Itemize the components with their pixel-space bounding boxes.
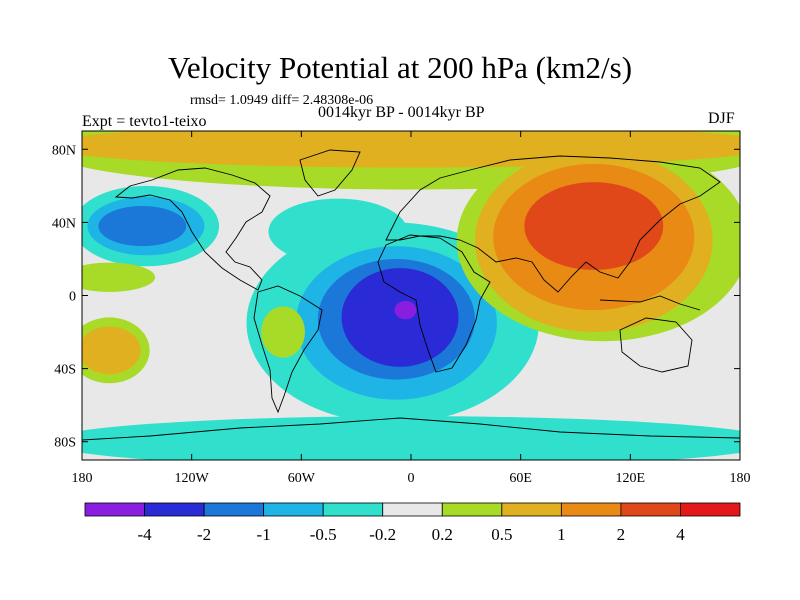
lat-tick-label: 80N (52, 143, 76, 158)
colorbar-label: 0.2 (432, 525, 453, 544)
contour-low-2 (268, 198, 408, 265)
colorbar-label: 1 (557, 525, 566, 544)
lat-tick-label: 0 (69, 290, 76, 305)
colorbar-swatch (501, 502, 562, 517)
coast-eurasia (385, 155, 721, 293)
period-label: 0014kyr BP - 0014kyr BP (318, 104, 485, 121)
experiment-label: Expt = tevto1-teixo (82, 113, 207, 130)
coast-greenland (299, 149, 361, 197)
colorbar-swatch (322, 502, 384, 517)
axis-ticks: 80N 40N 0 40S 80S 180 120W 60W 0 60E 120E 180 (52, 131, 751, 486)
colorbar-swatch (382, 502, 443, 517)
coast-antarctica (82, 417, 740, 441)
colorbar-label: -1 (257, 525, 271, 544)
lat-tick-label: 80S (54, 436, 76, 451)
colorbar-swatch (263, 502, 324, 517)
colorbar-label: -0.5 (310, 525, 337, 544)
lon-tick-label: 120W (175, 471, 210, 486)
coast-south-america (253, 285, 323, 414)
contour-max-0 (524, 182, 664, 270)
contour-min-0 (394, 300, 417, 320)
chart-title: Velocity Potential at 200 hPa (km2/s) (167, 50, 633, 85)
colorbar-label: -2 (197, 525, 211, 544)
colorbar: -4 -2 -1 -0.5 -0.2 0.2 0.5 1 2 4 (84, 502, 741, 544)
colorbar-swatch (620, 502, 681, 517)
lon-tick-label: 60E (509, 471, 532, 486)
coast-africa (377, 234, 491, 373)
coast-north-america (114, 167, 271, 291)
contour-mid-low-1 (98, 205, 187, 247)
colorbar-swatch (560, 502, 622, 517)
colorbar-label: 0.5 (491, 525, 512, 544)
lat-tick-label: 40S (54, 363, 76, 378)
map-field (82, 131, 740, 460)
lon-tick-label: 0 (408, 471, 415, 486)
colorbar-label: 2 (617, 525, 626, 544)
contour-high-4 (261, 306, 305, 358)
colorbar-swatch (144, 502, 205, 517)
season-label: DJF (708, 110, 735, 127)
colorbar-swatch (84, 502, 145, 517)
contour-higher-0 (82, 131, 740, 168)
stats-label: rmsd= 1.0949 diff= 2.48308e-06 (190, 93, 374, 108)
lon-tick-label: 60W (288, 471, 316, 486)
colorbar-swatch (203, 502, 265, 517)
lon-tick-label: 180 (72, 471, 93, 486)
colorbar-label: 4 (676, 525, 685, 544)
contour-low-3 (82, 416, 740, 460)
contour-higher-2 (82, 326, 141, 375)
coastlines (82, 149, 740, 441)
contour-high-3 (82, 262, 156, 292)
colorbar-swatch (441, 502, 503, 517)
coast-indonesia (599, 295, 701, 311)
colorbar-swatch (680, 502, 741, 517)
lon-tick-label: 120E (616, 471, 646, 486)
colorbar-label: -0.2 (369, 525, 396, 544)
lat-tick-label: 40N (52, 216, 76, 231)
lon-tick-label: 180 (730, 471, 751, 486)
coast-australia (619, 317, 693, 373)
colorbar-label: -4 (137, 525, 152, 544)
